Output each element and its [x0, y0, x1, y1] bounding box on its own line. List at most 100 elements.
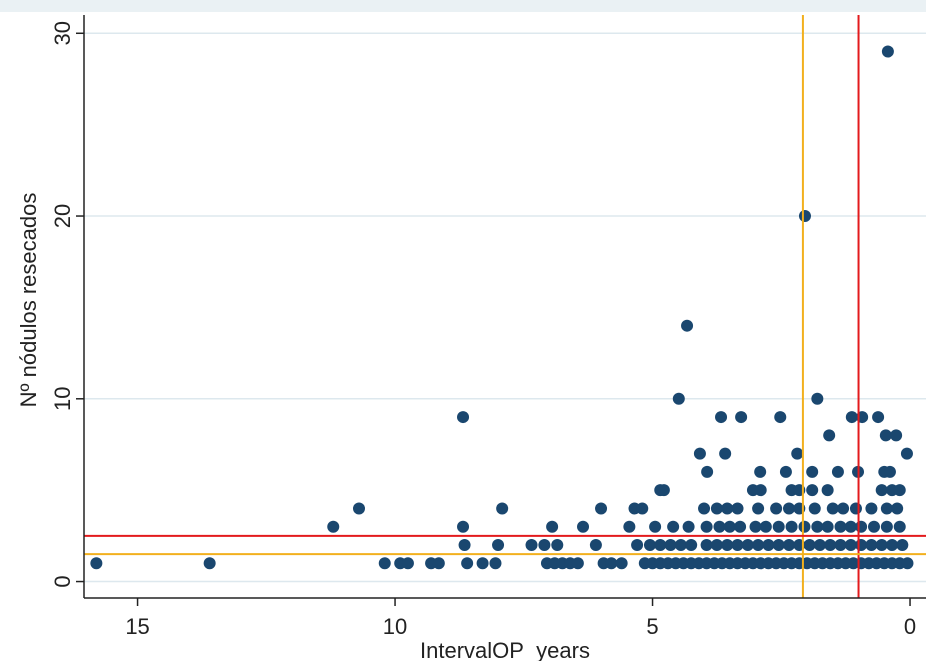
- point: [779, 465, 792, 478]
- point: [875, 484, 888, 497]
- point: [774, 411, 787, 424]
- point: [879, 429, 892, 442]
- reference-lines: [84, 15, 926, 598]
- x-tick-label: 0: [904, 614, 916, 639]
- point: [834, 539, 847, 551]
- point: [713, 520, 726, 533]
- axes: 0 10 20 30 15 10 5 0: [50, 15, 926, 639]
- point: [900, 447, 913, 460]
- point: [672, 392, 685, 405]
- point: [546, 520, 559, 533]
- point: [681, 319, 694, 332]
- point: [723, 520, 736, 533]
- point: [90, 557, 103, 570]
- point: [826, 502, 839, 515]
- point: [886, 539, 899, 551]
- point: [785, 520, 798, 533]
- point: [701, 465, 714, 478]
- point: [457, 520, 470, 533]
- point: [649, 520, 662, 533]
- point: [721, 539, 734, 551]
- point: [893, 520, 906, 533]
- point: [891, 502, 904, 515]
- point: [715, 411, 728, 424]
- point: [901, 557, 914, 570]
- point: [623, 520, 636, 533]
- x-tick-label: 10: [383, 614, 407, 639]
- x-tick-label: 15: [125, 614, 149, 639]
- point: [783, 502, 796, 515]
- point: [353, 502, 366, 515]
- point: [685, 539, 698, 551]
- point: [791, 447, 804, 460]
- point: [571, 557, 584, 570]
- point: [808, 502, 821, 515]
- x-axis-title: IntervalOP_years: [420, 638, 590, 661]
- point: [883, 465, 896, 478]
- point: [823, 429, 836, 442]
- point: [855, 520, 868, 533]
- point: [589, 539, 602, 551]
- points: [90, 45, 914, 570]
- point: [492, 539, 505, 551]
- point: [754, 465, 767, 478]
- point: [595, 502, 608, 515]
- point: [837, 502, 850, 515]
- point: [896, 539, 909, 551]
- point: [577, 520, 590, 533]
- point: [867, 520, 880, 533]
- point: [834, 520, 847, 533]
- point: [710, 539, 723, 551]
- point: [693, 447, 706, 460]
- point: [700, 520, 713, 533]
- point: [615, 557, 628, 570]
- y-tick-label: 30: [50, 21, 75, 45]
- point: [811, 392, 824, 405]
- x-tick-label: 5: [646, 614, 658, 639]
- point: [798, 210, 811, 223]
- point: [734, 520, 747, 533]
- point: [772, 520, 785, 533]
- point: [831, 465, 844, 478]
- point: [605, 557, 618, 570]
- point: [844, 539, 857, 551]
- y-tick-label: 20: [50, 204, 75, 228]
- point: [378, 557, 391, 570]
- point: [710, 502, 723, 515]
- point: [667, 520, 680, 533]
- grid: [84, 32, 926, 583]
- point: [538, 539, 551, 551]
- point: [461, 557, 474, 570]
- point: [762, 539, 775, 551]
- point: [525, 539, 538, 551]
- point: [458, 539, 471, 551]
- point: [783, 539, 796, 551]
- point: [844, 520, 857, 533]
- point: [700, 539, 713, 551]
- point: [327, 520, 340, 533]
- point: [821, 484, 834, 497]
- point: [674, 539, 687, 551]
- point: [752, 539, 765, 551]
- point: [806, 465, 819, 478]
- point: [845, 411, 858, 424]
- point: [865, 502, 878, 515]
- point: [754, 484, 767, 497]
- point: [551, 539, 564, 551]
- point: [872, 411, 885, 424]
- point: [476, 557, 489, 570]
- point: [631, 539, 644, 551]
- point: [770, 502, 783, 515]
- point: [636, 502, 649, 515]
- point: [752, 502, 765, 515]
- point: [643, 539, 656, 551]
- point: [880, 520, 893, 533]
- point: [824, 539, 837, 551]
- point: [203, 557, 216, 570]
- point: [664, 539, 677, 551]
- point: [457, 411, 470, 424]
- point: [401, 557, 414, 570]
- point: [821, 520, 834, 533]
- point: [875, 539, 888, 551]
